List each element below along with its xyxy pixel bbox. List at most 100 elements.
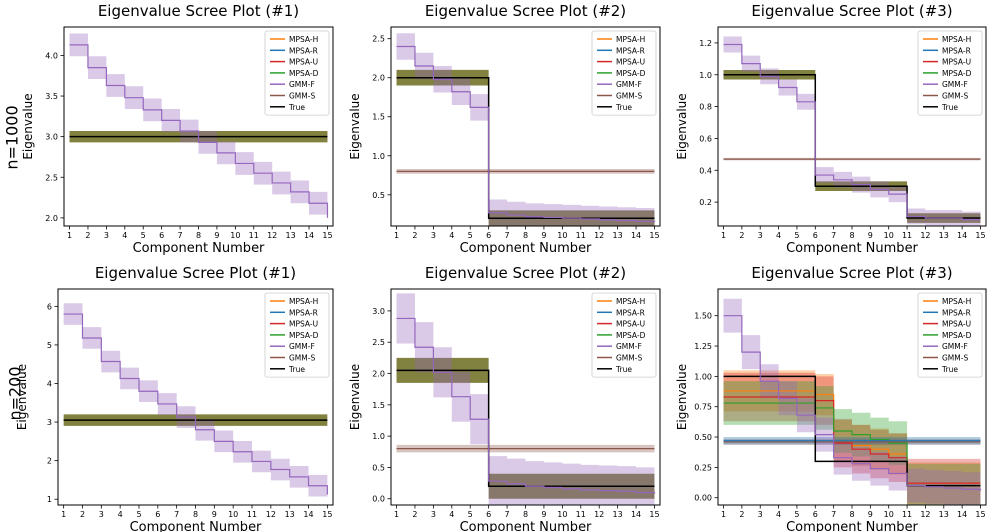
y-tick-label: 0.8 — [699, 103, 712, 112]
x-tick-label: 7 — [831, 510, 836, 519]
series-line-true — [396, 76, 655, 219]
x-tick-label: 15 — [649, 231, 659, 240]
x-tick-label: 4 — [118, 510, 123, 519]
x-tick-label: 15 — [975, 231, 985, 240]
x-tick-label: 15 — [649, 510, 659, 519]
x-tick-label: 5 — [794, 510, 799, 519]
x-tick-label: 14 — [304, 231, 314, 240]
x-tick-label: 13 — [286, 231, 296, 240]
legend-label-gmm-f: GMM-F — [289, 80, 315, 89]
y-tick-label: 5 — [47, 341, 52, 350]
x-tick-label: 7 — [178, 231, 183, 240]
x-tick-label: 1 — [721, 231, 726, 240]
legend-label-mpsa-r: MPSA-R — [289, 308, 318, 317]
x-axis-label: Component Number — [786, 241, 918, 256]
x-tick-label: 5 — [468, 231, 473, 240]
x-tick-label: 9 — [541, 231, 546, 240]
y-tick-label: 0.2 — [699, 198, 712, 207]
plot-area — [396, 33, 656, 226]
y-tick-label: 1.50 — [694, 312, 712, 321]
y-tick-label: 1.5 — [372, 401, 385, 410]
y-tick-label: 2.5 — [45, 173, 58, 182]
legend-box — [264, 30, 330, 116]
y-tick-label: 0.75 — [694, 403, 712, 412]
x-tick-label: 6 — [486, 231, 491, 240]
series-line-mpsa-u — [723, 396, 981, 484]
y-tick-label: 3.0 — [372, 307, 385, 316]
y-axis-label: Eigenvalue — [15, 364, 29, 430]
x-tick-label: 2 — [739, 231, 744, 240]
band-gmm-f — [69, 33, 328, 226]
x-tick-label: 12 — [594, 510, 604, 519]
x-tick-label: 11 — [576, 231, 586, 240]
x-tick-label: 8 — [849, 510, 854, 519]
x-tick-label: 15 — [322, 510, 332, 519]
x-tick-label: 13 — [285, 510, 295, 519]
legend-label-mpsa-r: MPSA-R — [942, 46, 971, 55]
y-tick-label: 2.5 — [372, 35, 385, 44]
y-tick-label: 1.5 — [372, 113, 385, 122]
y-tick-label: 1.2 — [699, 39, 712, 48]
legend: MPSA-H MPSA-R MPSA-U MPSA-D GMM-F GMM-S True — [264, 292, 330, 378]
x-tick-label: 2 — [739, 510, 744, 519]
x-tick-label: 14 — [957, 510, 967, 519]
x-tick-label: 5 — [141, 231, 146, 240]
legend-label-mpsa-u: MPSA-U — [616, 320, 645, 329]
series-line-gmm-f — [396, 45, 656, 223]
x-tick-label: 10 — [884, 231, 894, 240]
x-tick-label: 12 — [920, 510, 930, 519]
series-line-gmm-f — [63, 313, 328, 495]
plot-area — [63, 303, 328, 505]
legend-label-gmm-f: GMM-F — [616, 80, 642, 89]
legend-label-mpsa-u: MPSA-U — [942, 58, 971, 67]
y-axis-label: Eigenvalue — [675, 93, 689, 159]
x-tick-label: 12 — [594, 231, 604, 240]
legend: MPSA-H MPSA-R MPSA-U MPSA-D GMM-F GMM-S True — [917, 292, 983, 378]
x-tick-label: 1 — [394, 231, 399, 240]
y-axis-label: Eigenvalue — [21, 93, 35, 159]
y-tick-label: 2.5 — [372, 338, 385, 347]
x-tick-label: 13 — [939, 231, 949, 240]
legend: MPSA-H MPSA-R MPSA-U MPSA-D GMM-F GMM-S True — [591, 30, 657, 116]
chart-title: Eigenvalue Scree Plot (#2) — [425, 264, 626, 282]
chart-title: Eigenvalue Scree Plot (#1) — [98, 2, 299, 20]
x-tick-label: 1 — [61, 510, 66, 519]
x-axis-label: Component Number — [133, 241, 265, 256]
legend-label-gmm-s: GMM-S — [942, 92, 968, 101]
legend-label-mpsa-r: MPSA-R — [942, 308, 971, 317]
legend-label-true: True — [288, 103, 305, 112]
x-tick-label: 4 — [449, 231, 454, 240]
x-tick-label: 9 — [212, 510, 217, 519]
chart-title: Eigenvalue Scree Plot (#2) — [425, 2, 626, 20]
x-tick-label: 1 — [394, 510, 399, 519]
x-tick-label: 14 — [631, 231, 641, 240]
band-mpsa-h — [723, 370, 981, 504]
legend-label-true: True — [615, 103, 632, 112]
x-tick-label: 8 — [849, 231, 854, 240]
y-tick-label: 0.25 — [694, 463, 712, 472]
x-tick-label: 15 — [975, 510, 985, 519]
legend-label-mpsa-r: MPSA-R — [616, 308, 645, 317]
x-axis-label: Component Number — [786, 520, 918, 532]
y-tick-label: 3.5 — [45, 92, 58, 101]
band-gmm-f — [396, 33, 655, 226]
x-axis-label: Component Number — [460, 241, 592, 256]
x-tick-label: 10 — [228, 510, 238, 519]
x-tick-label: 14 — [957, 231, 967, 240]
x-tick-label: 1 — [67, 231, 72, 240]
legend-box — [591, 292, 657, 378]
x-tick-label: 3 — [104, 231, 109, 240]
x-tick-label: 4 — [449, 510, 454, 519]
legend-label-mpsa-u: MPSA-U — [942, 320, 971, 329]
y-axis-label: Eigenvalue — [348, 364, 362, 430]
y-tick-label: 4.0 — [45, 51, 58, 60]
y-tick-label: 6 — [47, 302, 52, 311]
y-tick-label: 2.0 — [45, 214, 58, 223]
x-tick-label: 4 — [776, 510, 781, 519]
y-tick-label: 0.0 — [372, 495, 385, 504]
legend: MPSA-H MPSA-R MPSA-U MPSA-D GMM-F GMM-S True — [591, 292, 657, 378]
x-tick-label: 2 — [80, 510, 85, 519]
legend-label-gmm-s: GMM-S — [616, 92, 642, 101]
